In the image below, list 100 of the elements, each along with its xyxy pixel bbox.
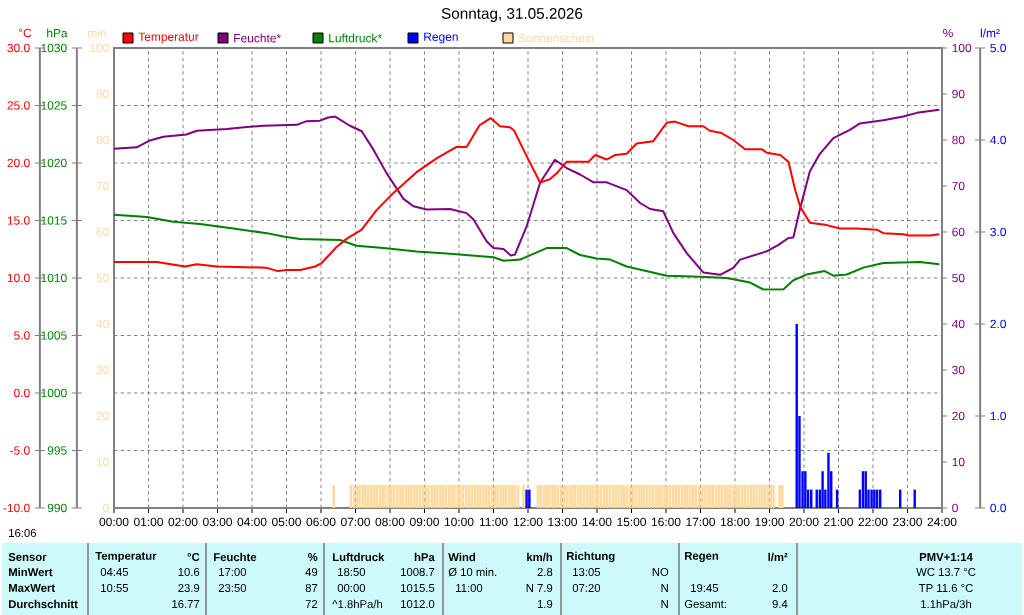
y-tick-label: 25.0 [7, 101, 30, 110]
y-axis-title: l/m² [980, 28, 1000, 38]
y2-tick-label: 0 [952, 503, 958, 513]
y2-tick-label: 30 [952, 365, 965, 375]
x-tick-label: 03:00 [203, 517, 232, 527]
text: MaxWert [9, 584, 55, 592]
y2-tick-label: 70 [96, 181, 109, 191]
line-series [114, 213, 941, 291]
x-tick-label: 11:00 [479, 517, 508, 527]
y-tick-label: 0.0 [14, 388, 30, 398]
legend-label: Luftdruck* [329, 33, 382, 43]
text: Regen [685, 551, 719, 563]
x-tick-label: 04:00 [237, 517, 267, 527]
y-tick-label: 4.0 [990, 135, 1006, 145]
text: 1008.7 [401, 568, 435, 576]
text: Sensor [8, 553, 47, 561]
y2-tick-label: 80 [952, 135, 965, 145]
x-tick-label: 16:00 [651, 517, 681, 527]
bar [804, 471, 807, 508]
x-tick-label: 01:00 [134, 517, 163, 527]
y2-tick-label: 90 [96, 89, 109, 99]
x-tick-label: 15:00 [617, 517, 646, 527]
text: 16.77 [172, 600, 200, 608]
text: % [307, 553, 318, 561]
x-tick-label: 13:00 [548, 517, 577, 527]
x-tick-label: 14:00 [582, 517, 612, 527]
text: 1015.5 [401, 584, 435, 592]
text: 87 [305, 584, 318, 592]
y2-tick-label: 40 [96, 319, 109, 329]
text: N [661, 600, 668, 608]
y2-tick-label: 40 [951, 319, 965, 329]
y3-tick-label: 1025 [41, 101, 67, 110]
x-tick-label: 24:00 [927, 517, 957, 527]
bar [821, 471, 824, 508]
y3-tick-label: 1000 [41, 388, 67, 398]
text: 07:20 [572, 584, 601, 592]
text: 1012.0 [401, 600, 435, 608]
y-tick-label: 20.0 [7, 158, 30, 168]
text: 1.9 [537, 600, 553, 608]
y3-tick-label: 1020 [41, 158, 67, 168]
text: Gesamt: [684, 600, 726, 608]
y2-tick-label: 50 [96, 273, 109, 283]
text: Temperatur [95, 551, 157, 563]
y-tick-label: 10.0 [7, 273, 30, 283]
y2-tick-label: 20 [96, 411, 109, 421]
x-tick-label: 17:00 [686, 517, 715, 527]
x-tick-label: 02:00 [168, 517, 198, 527]
text: 04:45 [100, 568, 129, 576]
x-tick-label: 18:00 [720, 517, 750, 527]
x-tick-label: 23:00 [893, 517, 922, 527]
y2-tick-label: 100 [90, 43, 109, 53]
y2-tick-label: 50 [952, 273, 965, 283]
bar [827, 452, 830, 508]
y3-tick-label: 1015 [41, 216, 67, 225]
y2-tick-label: 20 [952, 411, 965, 421]
y3-tick-label: 990 [47, 503, 67, 513]
y3-tick-label: 1005 [41, 331, 67, 340]
text: 10:55 [101, 584, 129, 592]
y2-tick-label: 30 [96, 365, 109, 375]
text: Durchschnitt [9, 599, 78, 609]
text: N 7.9 [526, 584, 553, 592]
y3-tick-label: 995 [47, 446, 67, 455]
text: 1.1hPa/3h [921, 599, 972, 609]
y3-axis-title: hPa [47, 28, 68, 38]
y-tick-label: 5.0 [990, 43, 1006, 53]
y-tick-label: 5.0 [14, 331, 30, 340]
y2-axis-title: % [943, 28, 953, 38]
text: PMV+1:14 [919, 553, 973, 561]
text: 23.9 [178, 584, 200, 592]
legend-label: Feuchte* [234, 33, 281, 43]
x-tick-label: 22:00 [858, 517, 888, 527]
text: °C [187, 553, 200, 561]
text: Richtung [567, 551, 615, 563]
legend-label: Temperatur [138, 32, 199, 44]
x-tick-label: 20:00 [789, 517, 819, 527]
y-tick-label: -10.0 [3, 503, 30, 513]
text: ^1.8hPa/h [332, 599, 383, 609]
y2-tick-label: 10 [96, 457, 109, 467]
y2-tick-label: 60 [952, 227, 965, 237]
y2-tick-label: 10 [952, 457, 965, 467]
text: Ø 10 min. [448, 567, 497, 577]
x-tick-label: 19:00 [755, 517, 784, 527]
y-tick-label: 1.0 [990, 411, 1006, 421]
text: 9.4 [772, 600, 788, 608]
text: hPa [414, 552, 435, 562]
y2-tick-label: 60 [96, 227, 109, 237]
text: 13:05 [573, 568, 601, 576]
y2-axis-title: min [88, 28, 106, 38]
x-tick-label: 08:00 [375, 517, 405, 527]
text: TP 11.6 °C [919, 584, 973, 592]
text: NO [652, 568, 669, 576]
y-axis-title: °C [19, 28, 32, 38]
x-tick-label: 12:00 [513, 517, 543, 527]
y-tick-label: 3.0 [990, 227, 1006, 237]
y2-tick-label: 90 [952, 89, 965, 99]
x-tick-label: 05:00 [272, 517, 301, 527]
y-tick-label: 2.0 [990, 319, 1006, 329]
text: l/m² [768, 552, 788, 562]
text: 19:45 [691, 584, 719, 592]
bar [870, 489, 873, 508]
